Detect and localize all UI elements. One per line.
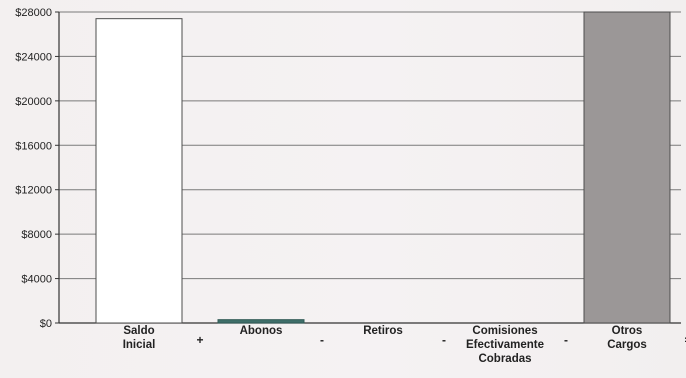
x-category-label: Otros bbox=[612, 325, 643, 337]
y-tick-label: $12000 bbox=[15, 185, 52, 197]
operator-symbol: - bbox=[320, 333, 324, 347]
bars bbox=[95, 11, 671, 324]
x-category-label: Efectivamente bbox=[466, 339, 544, 351]
x-category-label: Abonos bbox=[240, 325, 283, 337]
operator-symbol: + bbox=[196, 333, 203, 347]
y-tick-label: $24000 bbox=[15, 51, 52, 63]
x-category-label: Inicial bbox=[123, 339, 156, 351]
bar bbox=[95, 18, 183, 324]
y-tick-label: $0 bbox=[40, 318, 52, 330]
x-category-label: Saldo bbox=[123, 325, 154, 337]
labels: Saldo Inicial Abonos Retiros Comisiones Efect… bbox=[123, 325, 686, 365]
y-tick-label: $4000 bbox=[21, 274, 52, 286]
axes: $0 $4000 $8000 $12000 $16000 $20000 $24000 $280… bbox=[15, 7, 60, 330]
x-category-label: Cargos bbox=[607, 339, 647, 351]
bar bbox=[583, 11, 671, 324]
y-tick-label: $20000 bbox=[15, 96, 52, 108]
operator-symbol: - bbox=[564, 333, 568, 347]
operator-symbol: = bbox=[684, 333, 686, 347]
x-category-label: Retiros bbox=[363, 325, 403, 337]
x-category-label: Comisiones bbox=[472, 325, 537, 337]
x-category-label: Cobradas bbox=[478, 353, 531, 365]
y-tick-label: $8000 bbox=[21, 229, 52, 241]
y-tick-label: $16000 bbox=[15, 140, 52, 152]
operator-symbol: - bbox=[442, 333, 446, 347]
bar bbox=[217, 319, 305, 324]
y-tick-label: $28000 bbox=[15, 7, 52, 19]
